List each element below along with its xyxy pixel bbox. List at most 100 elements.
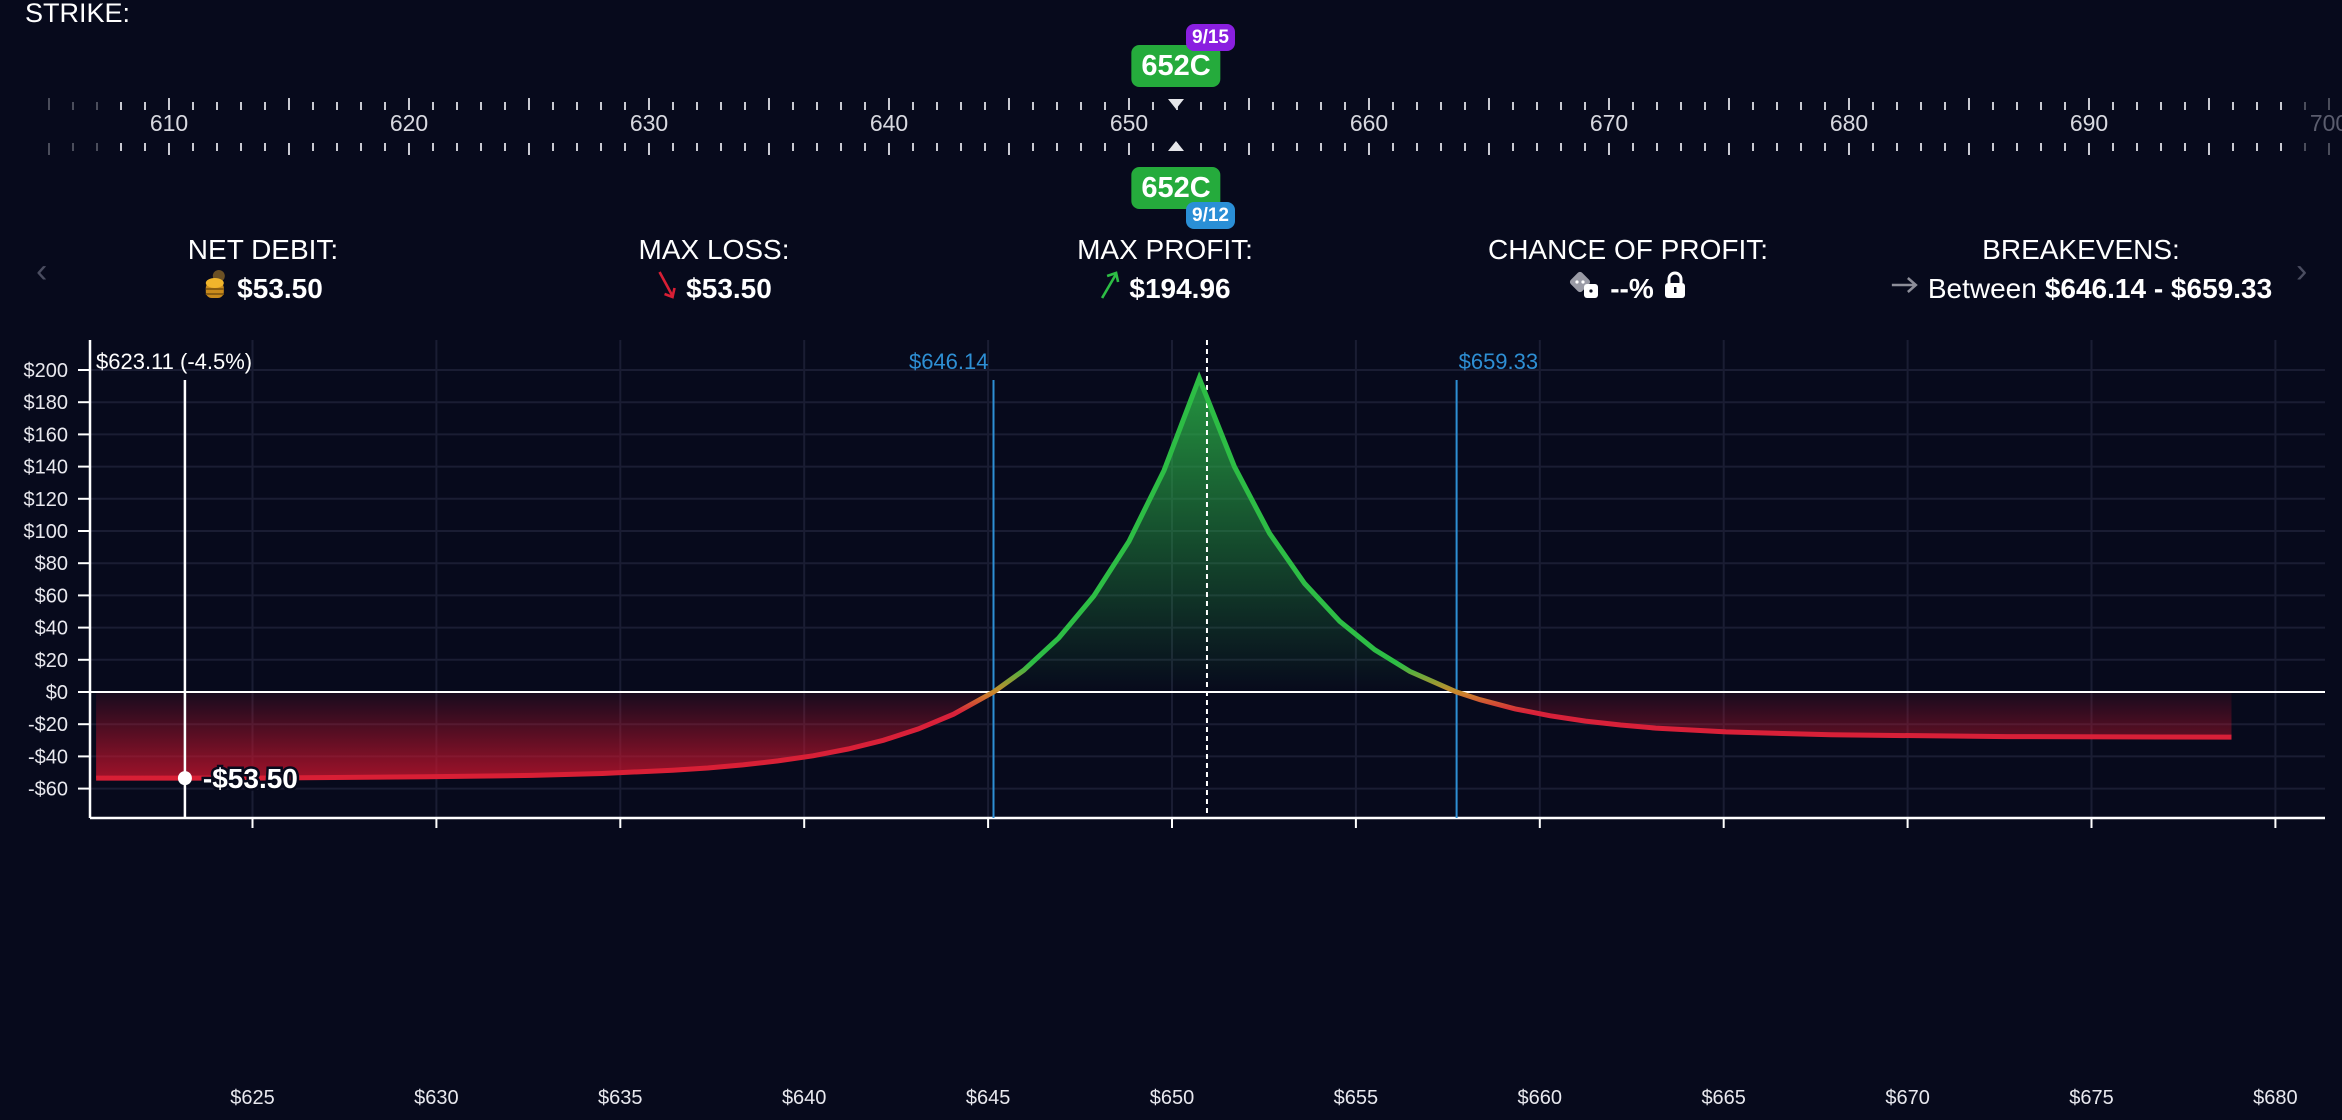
y-tick-label: $120 [24,489,69,511]
ruler-tick [2328,98,2330,110]
ruler-tick [864,143,866,151]
coins-icon [203,270,229,307]
ruler-tick [2160,143,2162,151]
ruler-label: 650 [1109,110,1149,136]
prev-stats-chevron-icon[interactable]: ‹ [36,252,48,290]
ruler-tick [1824,102,1826,110]
ruler-tick [264,143,266,151]
ruler-tick [792,102,794,110]
ruler-tick [1224,102,1226,110]
arrow-up-right-icon [1099,270,1121,307]
ruler-tick [1656,102,1658,110]
ruler-tick [1944,143,1946,151]
ruler-tick [1416,102,1418,110]
ruler-tick [2064,102,2066,110]
stat-net-debit: NET DEBIT: $53.50 [188,234,338,307]
ruler-tick [504,143,506,151]
ruler-tick [144,102,146,110]
ruler-tick [1200,102,1202,110]
ruler-tick [1344,143,1346,151]
pl-chart[interactable]: $200 $180 $160 $140 $120 $100 $80 $60 $40 $20 $0 -$… [0,330,2342,1120]
ruler-tick [1728,98,1730,110]
ruler-tick [1872,143,1874,151]
ruler-tick [216,143,218,151]
ruler-tick [720,143,722,151]
ruler-tick [96,102,98,110]
ruler-tick [768,143,770,155]
ruler-tick [1032,102,1034,110]
ruler-tick [2232,143,2234,151]
ruler-tick [888,143,890,155]
ruler-tick [1248,98,1250,110]
ruler-tick [2232,102,2234,110]
ruler-label: 690 [2069,110,2109,136]
ruler-tick [1536,102,1538,110]
ruler-tick [48,98,50,110]
y-tick-label: $80 [35,553,68,575]
ruler-tick [2064,143,2066,151]
ruler-tick [96,143,98,151]
ruler-label: 640 [869,110,909,136]
top-leg-badge[interactable]: 652C [1131,45,1221,87]
ruler-label: 700 [2309,110,2342,136]
ruler-tick [1296,143,1298,151]
stat-value: $194.96 [1129,272,1231,304]
x-tick-label: $680 [2253,1087,2298,1109]
bottom-leg-label: 652C [1141,172,1211,204]
ruler-tick [768,98,770,110]
ruler-tick [2280,143,2282,151]
bottom-leg-badge[interactable]: 652C [1131,167,1221,209]
ruler-tick [168,143,170,155]
ruler-tick [1152,102,1154,110]
x-tick-label: $635 [598,1087,643,1109]
ruler-tick [984,143,986,151]
ruler-tick [696,143,698,151]
ruler-tick [144,143,146,151]
ruler-tick [1776,102,1778,110]
ruler-label: 630 [629,110,669,136]
ruler-tick [432,102,434,110]
ruler-tick [1128,143,1130,155]
ruler-tick [1128,98,1130,110]
ruler-tick [1848,98,1850,110]
ruler-tick [1296,102,1298,110]
next-stats-chevron-icon[interactable]: › [2296,252,2308,290]
ruler-tick [1248,143,1250,155]
ruler-tick [1608,143,1610,155]
ruler-tick [552,143,554,151]
ruler-tick [696,102,698,110]
strike-ruler[interactable]: 610 620 630 640 650 660 670 680 690 700 [0,0,2342,160]
ruler-tick [1968,98,1970,110]
x-tick-label: $640 [782,1087,827,1109]
ruler-tick [1704,102,1706,110]
lock-icon[interactable] [1662,270,1688,307]
ruler-tick [1104,102,1106,110]
x-tick-label: $665 [1701,1087,1746,1109]
stat-label: BREAKEVENS: [1982,234,2180,265]
stat-chance-of-profit: CHANCE OF PROFIT: --% [1488,234,1768,307]
stat-label: NET DEBIT: [187,234,339,265]
strike-label: STRIKE: [25,0,131,28]
ruler-tick [1920,143,1922,151]
ruler-tick [312,102,314,110]
ruler-tick [816,143,818,151]
ruler-tick [1320,102,1322,110]
bottom-leg-expiry-badge: 9/12 [1186,202,1235,229]
ruler-tick [504,102,506,110]
ruler-tick [2208,143,2210,155]
ruler-tick [984,102,986,110]
pl-series-line [96,371,2232,781]
ruler-tick [120,102,122,110]
ruler-tick [1272,102,1274,110]
stat-label: MAX PROFIT: [1077,234,1253,265]
ruler-tick [1536,143,1538,151]
ruler-tick [816,102,818,110]
ruler-tick [1608,98,1610,110]
ruler-tick [72,102,74,110]
y-tick-label: $200 [24,360,69,382]
ruler-tick [720,102,722,110]
stat-label: CHANCE OF PROFIT: [1487,234,1769,265]
ruler-tick [1080,102,1082,110]
ruler-tick [168,98,170,110]
ruler-tick [480,102,482,110]
